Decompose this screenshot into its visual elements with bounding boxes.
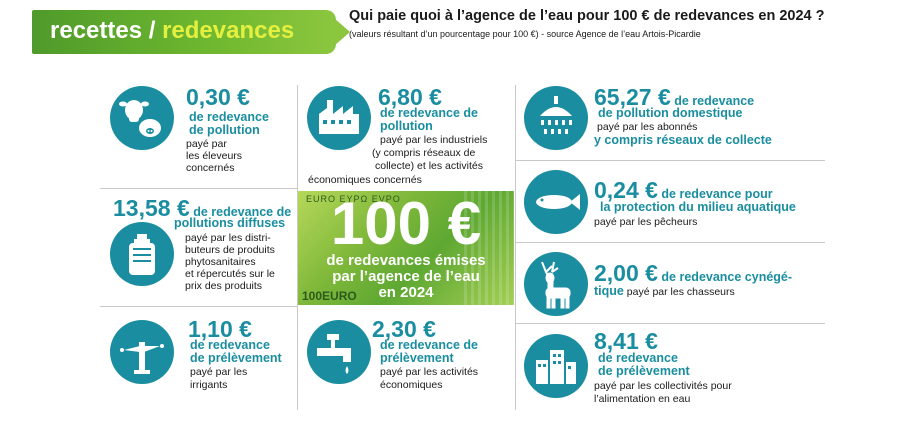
label-eleveurs: de pollution [189,123,260,137]
chemical-container-icon [110,222,174,286]
divider [515,242,825,243]
cow-pig-icon [110,86,174,150]
banknote-stripe [464,191,514,305]
banknote-amount: 100 € [330,191,482,257]
label-collectivites: de prélèvement [598,364,690,378]
text-collectivites: payé par les collectivités pour [594,380,732,392]
banknote-panel: EURO EYPΩ EVPO 100 € de redevances émise… [298,191,514,305]
label-industriels: pollution [380,119,433,133]
label-irrigants: de prélèvement [190,351,282,365]
text-pecheurs: payé par les pêcheurs [594,216,698,228]
shower-icon [524,86,588,150]
banknote-line: en 2024 [378,284,434,301]
amount-diffuses: 13,58 € de redevance de [113,195,292,221]
divider [515,85,516,410]
text-industriels: payé par les industriels [380,134,488,146]
text-industriels: (y compris réseaux de [372,147,476,159]
divider [100,306,297,307]
text-diffuses: phytosanitaires [185,256,256,268]
banknote-line: par l’agence de l’eau [332,268,480,285]
amount-collectivites: 8,41 € [594,328,658,354]
label-diffuses: pollutions diffuses [174,216,286,230]
header-tab [32,10,350,54]
faucet-icon [307,320,371,384]
label-pecheurs: la protection du milieu aquatique [600,200,796,214]
label-abonnes: y compris réseaux de collecte [594,133,772,147]
label-eleveurs: de redevance [189,110,269,124]
text-irrigants: irrigants [190,379,228,391]
amount-eleveurs: 0,30 € [186,84,250,110]
text-industriels: économiques concernés [308,174,422,186]
divider [515,323,825,324]
text-eleveurs: les éleveurs [186,150,243,162]
label-irrigants: de redevance [190,338,270,352]
deer-icon [524,252,588,316]
divider [297,85,298,410]
text-eleveurs: payé par [186,138,227,150]
label-activites: de redevance de [380,338,478,352]
fish-icon [524,170,588,234]
text-activites: payé par les activités [380,366,479,378]
label-industriels: de redevance de [380,106,478,120]
amount-abonnes: 65,27 € de redevance [594,84,755,110]
text-diffuses: prix des produits [185,280,263,292]
amount-industriels: 6,80 € [378,84,442,110]
sprinkler-icon [110,320,174,384]
amount-chasseurs: 2,00 € de redevance cynégé- [594,260,793,286]
text-diffuses: et répercutés sur le [185,268,275,280]
amount-pecheurs: 0,24 € de redevance pour [594,177,773,203]
text-industriels: collecte) et les activités [375,160,483,172]
page-title: Qui paie quoi à l’agence de l’eau pour 1… [349,8,825,24]
amount-irrigants: 1,10 € [188,316,252,342]
banknote-line: de redevances émises [326,252,486,269]
label-collectivites: de redevance [598,351,678,365]
page-subtitle: (valeurs résultant d’un pourcentage pour… [349,29,701,39]
text-diffuses: payé par les distri- [185,232,271,244]
text-diffuses: buteurs de produits [185,244,275,256]
text-collectivites: l’alimentation en eau [594,393,691,405]
banknote-top: EURO EYPΩ EVPO [306,194,401,204]
text-irrigants: payé par les [190,366,248,378]
label-abonnes: de pollution domestique [598,106,743,120]
divider [100,188,297,189]
text-activites: économiques [380,379,443,391]
text-eleveurs: concernés [186,162,235,174]
label-activites: prélèvement [380,351,454,365]
text-chasseurs: tique payé par les chasseurs [594,284,735,299]
divider [515,160,825,161]
text-abonnes: payé par les abonnés [597,121,698,133]
header-label: recettes / redevances [50,17,295,44]
factory-icon [307,86,371,150]
banknote-corner: 100EURO [302,289,357,303]
buildings-icon [524,334,588,398]
amount-activites: 2,30 € [372,316,436,342]
